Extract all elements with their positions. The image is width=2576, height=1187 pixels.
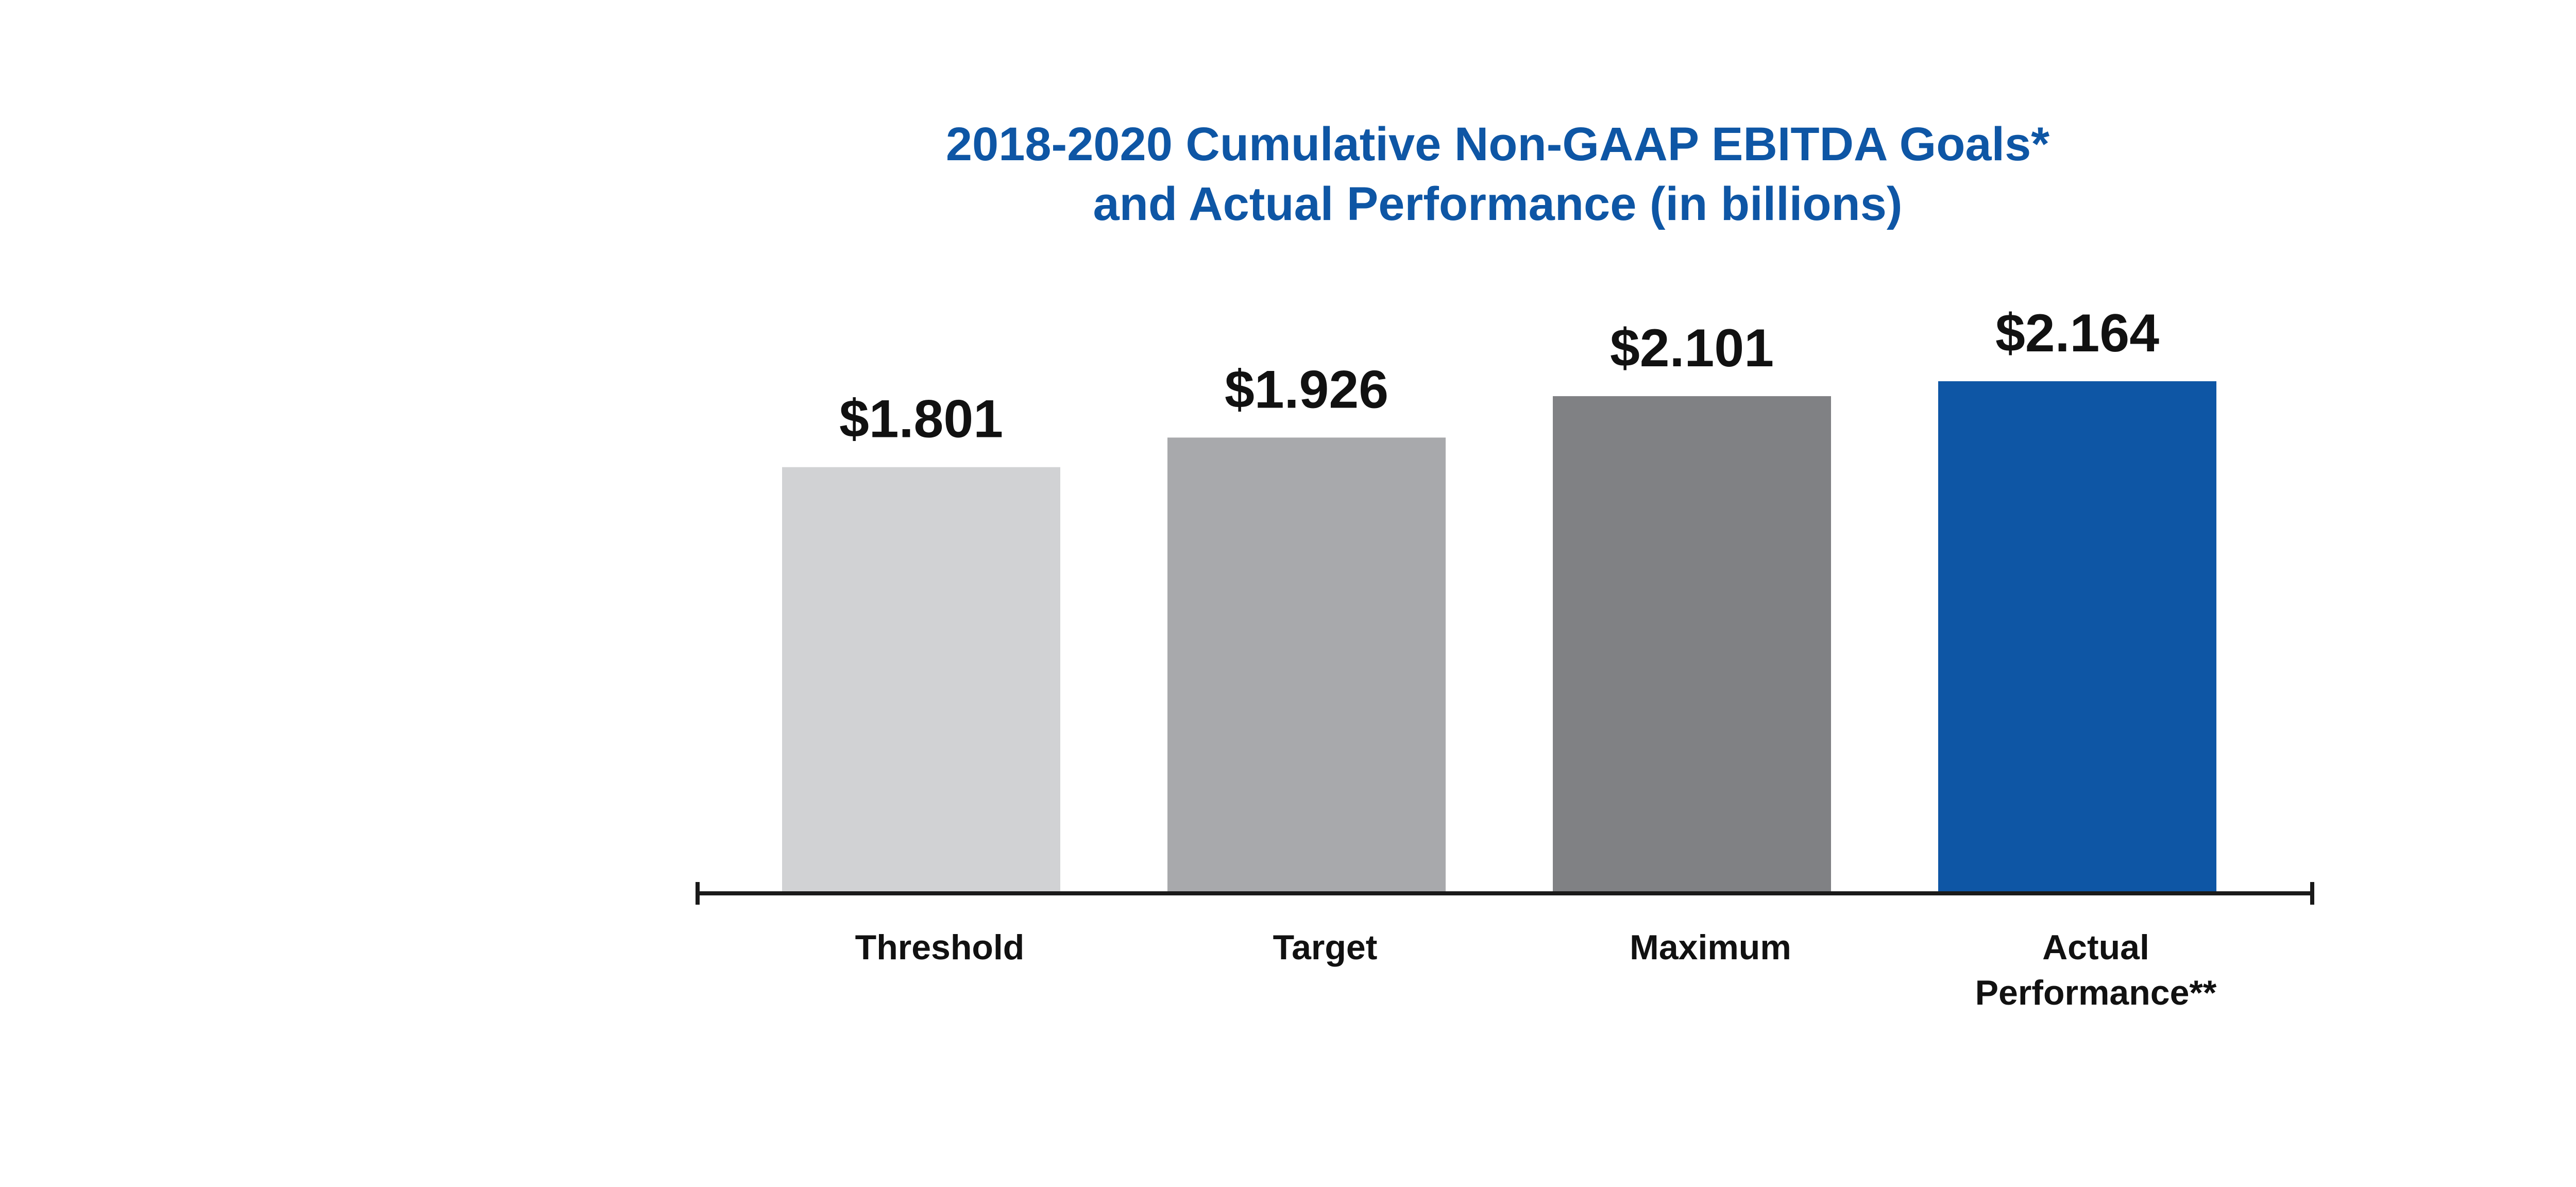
category-label: Maximum — [1630, 928, 1791, 967]
category-label: Threshold — [855, 928, 1025, 967]
bar-value-label: $2.101 — [1610, 318, 1774, 378]
bar-1 — [782, 467, 1060, 893]
bar-2 — [1167, 437, 1446, 893]
bar-4 — [1938, 381, 2216, 893]
category-labels-layer: Threshold Target Maximum Actual Performance*… — [855, 928, 2217, 1012]
category-label: Target — [1273, 928, 1378, 967]
bars-layer — [782, 381, 2216, 893]
bar-3 — [1553, 396, 1831, 893]
value-labels-layer: $1.801 $1.926 $2.101 $2.164 — [839, 303, 2159, 449]
x-axis — [696, 882, 2314, 905]
chart-title-line-1: 2018-2020 Cumulative Non-GAAP EBITDA Goa… — [945, 118, 2050, 171]
bar-value-label: $2.164 — [1995, 303, 2159, 363]
category-label: Actual Performance** — [1975, 928, 2217, 1012]
bar-value-label: $1.926 — [1225, 360, 1388, 419]
chart-title-line-2: and Actual Performance (in billions) — [1093, 178, 1903, 230]
bar-value-label: $1.801 — [839, 389, 1003, 449]
